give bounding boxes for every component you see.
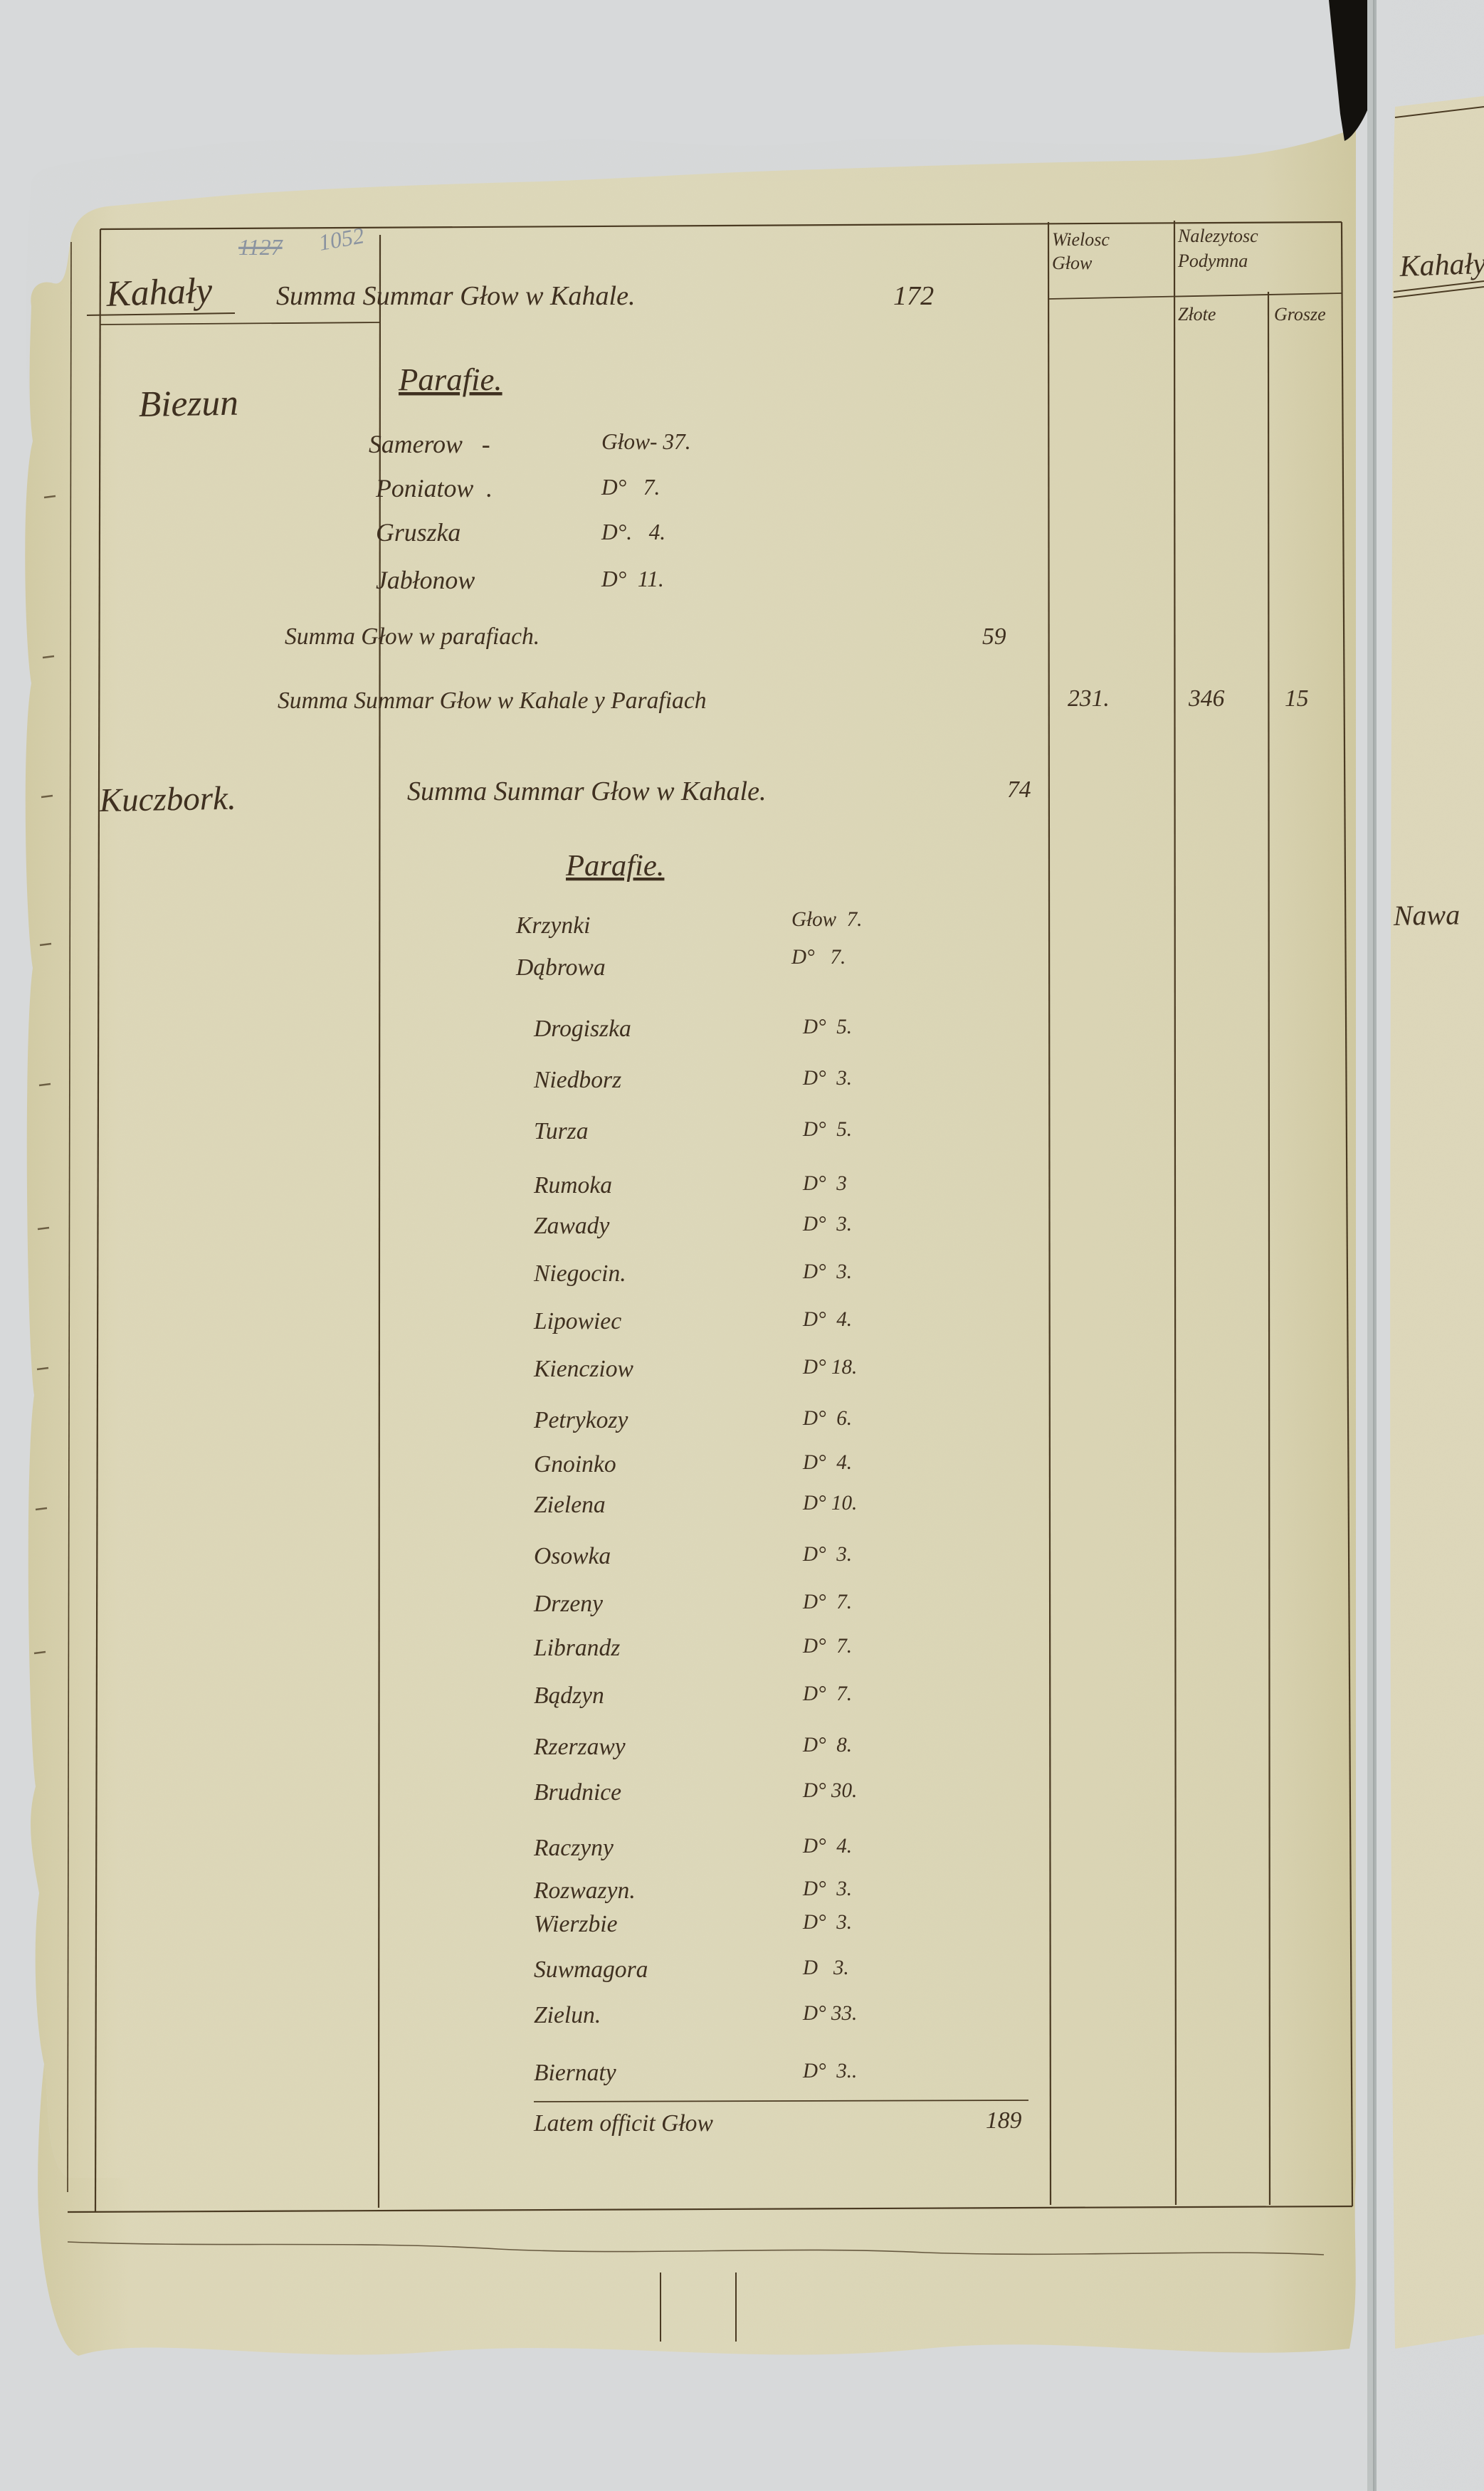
svg-text:D° 3..: D° 3.. (802, 2060, 857, 2082)
svg-text:1127: 1127 (238, 234, 284, 260)
svg-text:Osowka: Osowka (534, 1543, 611, 1569)
svg-text:Wierzbie: Wierzbie (534, 1911, 618, 1937)
svg-text:Samerow -: Samerow - (369, 430, 490, 458)
svg-text:Drogiszka: Drogiszka (533, 1016, 631, 1042)
svg-text:Poniatow .: Poniatow . (375, 474, 493, 502)
svg-text:Summa Głow w parafiach.: Summa Głow w parafiach. (285, 623, 540, 650)
svg-text:15: 15 (1285, 685, 1309, 712)
svg-text:D° 7.: D° 7. (601, 475, 660, 500)
svg-text:Lipowiec: Lipowiec (533, 1308, 621, 1334)
svg-text:D° 4.: D° 4. (802, 1308, 852, 1331)
svg-text:Drzeny: Drzeny (533, 1591, 603, 1617)
svg-text:D° 3.: D° 3. (802, 1878, 852, 1900)
svg-text:D° 33.: D° 33. (802, 2002, 857, 2025)
svg-text:Nalezytosc: Nalezytosc (1177, 226, 1258, 246)
svg-text:Rozwazyn.: Rozwazyn. (533, 1878, 636, 1904)
svg-text:Zielena: Zielena (534, 1492, 606, 1518)
svg-text:Summa Summar Głow w Kahale.: Summa Summar Głow w Kahale. (407, 776, 767, 806)
svg-text:Niegocin.: Niegocin. (533, 1260, 626, 1287)
svg-text:Summa Summar Głow w Kahale y P: Summa Summar Głow w Kahale y Parafiach (278, 688, 707, 714)
svg-text:231.: 231. (1068, 685, 1110, 712)
svg-text:Summa Summar Głow w Kahale.: Summa Summar Głow w Kahale. (276, 281, 636, 311)
svg-text:D 3.: D 3. (802, 1957, 849, 1979)
svg-text:Parafie.: Parafie. (565, 849, 664, 883)
svg-text:Rzerzawy: Rzerzawy (533, 1734, 626, 1760)
svg-text:Niedborz: Niedborz (533, 1067, 621, 1093)
svg-text:Gnoinko: Gnoinko (534, 1451, 616, 1478)
svg-text:D° 5.: D° 5. (802, 1118, 852, 1141)
svg-text:D° 10.: D° 10. (802, 1492, 857, 1515)
svg-text:Nawa: Nawa (1392, 898, 1460, 932)
svg-text:D° 11.: D° 11. (601, 567, 664, 591)
svg-text:Raczyny: Raczyny (533, 1835, 614, 1861)
svg-text:D° 3.: D° 3. (802, 1911, 852, 1934)
svg-text:59: 59 (982, 623, 1006, 650)
svg-text:Gruszka: Gruszka (376, 518, 461, 547)
svg-text:Głow: Głow (1052, 253, 1093, 273)
svg-text:Złote: Złote (1178, 304, 1216, 325)
svg-text:189: 189 (986, 2107, 1022, 2134)
svg-text:Petrykozy: Petrykozy (533, 1407, 628, 1433)
svg-text:D° 30.: D° 30. (802, 1779, 857, 1802)
svg-text:D° 8.: D° 8. (802, 1734, 852, 1757)
svg-text:Latem officit Głow: Latem officit Głow (533, 2110, 713, 2137)
svg-text:D° 5.: D° 5. (802, 1016, 852, 1038)
svg-text:D° 7.: D° 7. (802, 1682, 852, 1705)
svg-text:Rumoka: Rumoka (533, 1172, 612, 1199)
svg-text:Kiencziow: Kiencziow (533, 1356, 634, 1382)
svg-text:D° 3.: D° 3. (802, 1543, 852, 1566)
svg-text:Jabłonow: Jabłonow (376, 566, 475, 594)
svg-text:Biezun: Biezun (138, 383, 238, 425)
svg-text:Wielosc: Wielosc (1052, 229, 1110, 250)
svg-text:Zielun.: Zielun. (534, 2002, 601, 2028)
svg-text:D° 18.: D° 18. (802, 1356, 857, 1379)
svg-text:Głow- 37.: Głow- 37. (601, 429, 691, 454)
svg-text:Grosze: Grosze (1274, 304, 1326, 325)
svg-text:Bądzyn: Bądzyn (534, 1682, 604, 1709)
svg-text:D° 7.: D° 7. (802, 1591, 852, 1613)
svg-text:172: 172 (893, 281, 934, 311)
svg-text:74: 74 (1007, 776, 1031, 803)
svg-text:D° 4.: D° 4. (802, 1835, 852, 1858)
svg-text:Brudnice: Brudnice (534, 1779, 621, 1806)
svg-text:D° 4.: D° 4. (802, 1451, 852, 1474)
svg-text:Krzynki: Krzynki (515, 912, 590, 939)
svg-text:Kahały: Kahały (105, 270, 213, 315)
svg-text:Głow 7.: Głow 7. (791, 908, 862, 931)
svg-text:Suwmagora: Suwmagora (534, 1957, 648, 1983)
svg-text:Kahały: Kahały (1399, 248, 1484, 283)
svg-text:D° 6.: D° 6. (802, 1407, 852, 1430)
svg-text:Librandz: Librandz (533, 1635, 620, 1661)
svg-text:D° 3.: D° 3. (802, 1067, 852, 1090)
svg-text:Zawady: Zawady (534, 1213, 609, 1239)
svg-text:D° 3.: D° 3. (802, 1213, 852, 1236)
svg-text:346: 346 (1188, 685, 1225, 712)
svg-text:Biernaty: Biernaty (534, 2060, 616, 2086)
svg-text:Podymna: Podymna (1177, 251, 1248, 271)
svg-text:Kuczbork.: Kuczbork. (98, 780, 236, 819)
svg-text:D° 3.: D° 3. (802, 1260, 852, 1283)
svg-text:Dąbrowa: Dąbrowa (515, 954, 606, 981)
svg-text:Turza: Turza (534, 1118, 589, 1144)
svg-text:D° 3: D° 3 (802, 1172, 847, 1195)
svg-text:D°. 4.: D°. 4. (601, 520, 665, 544)
svg-text:D° 7.: D° 7. (791, 946, 846, 969)
svg-text:Parafie.: Parafie. (398, 362, 502, 397)
svg-text:D° 7.: D° 7. (802, 1635, 852, 1658)
